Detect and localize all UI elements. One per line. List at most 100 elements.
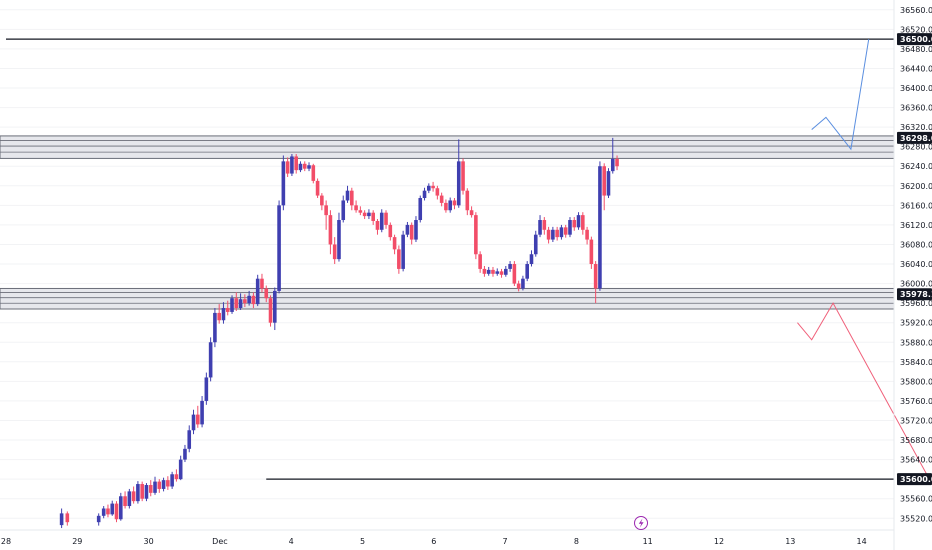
horizontal-lines <box>6 38 894 480</box>
candle-up <box>568 220 572 235</box>
price-tag <box>897 33 932 46</box>
candle-up <box>144 485 149 499</box>
candle-up <box>187 430 192 449</box>
price-tag-label: 35978.19 <box>900 290 932 299</box>
time-tick-label: 29 <box>72 537 82 546</box>
price-tag-label: 35600.00 <box>900 475 932 484</box>
candle-down <box>585 229 589 240</box>
candle-down <box>65 513 70 523</box>
lightning-icon[interactable] <box>634 516 648 530</box>
candle-down <box>546 229 551 240</box>
candle-up <box>345 190 350 201</box>
candle-up <box>337 220 341 260</box>
time-tick-label: 11 <box>643 537 653 546</box>
candle-down <box>328 215 333 245</box>
support-zone <box>0 287 895 310</box>
candle-down <box>320 195 324 206</box>
candle-up <box>538 220 542 235</box>
candle-down <box>392 237 397 250</box>
price-tick-label: 35640.00 <box>900 456 932 465</box>
time-tick-label: Dec <box>212 537 227 546</box>
candle-up <box>307 165 311 169</box>
price-tick-label: 36360.00 <box>900 104 932 113</box>
candle-up <box>255 278 260 305</box>
price-tick-label: 36320.00 <box>900 123 932 132</box>
time-tick-label: 8 <box>574 537 579 546</box>
candle-up <box>191 414 196 431</box>
candle-down <box>243 299 247 304</box>
candle-up <box>136 484 140 502</box>
bearish-path <box>797 302 930 480</box>
candle-up <box>230 298 234 312</box>
candle-down <box>123 496 127 507</box>
price-tick-label: 35840.00 <box>900 358 932 367</box>
price-tick-label: 35760.00 <box>900 397 932 406</box>
candle-down <box>516 283 521 289</box>
price-tick-label: 36000.00 <box>900 280 932 289</box>
price-tick-label: 36520.00 <box>900 25 932 34</box>
candle-down <box>148 485 153 493</box>
candle-up <box>221 308 226 321</box>
candle-up <box>118 496 123 520</box>
price-tick-label: 36240.00 <box>900 162 932 171</box>
candle-down <box>478 254 482 269</box>
candle-down <box>294 156 298 171</box>
candle-up <box>170 474 174 487</box>
time-tick-label: 7 <box>503 537 508 546</box>
candle-down <box>251 295 256 305</box>
candle-down <box>114 503 119 520</box>
time-tick-label: 13 <box>785 537 795 546</box>
time-tick-label: 28 <box>1 537 11 546</box>
candle-down <box>572 220 577 228</box>
candle-up <box>110 503 115 515</box>
candle-up <box>559 227 564 238</box>
candle-down <box>166 480 170 487</box>
candle-up <box>551 229 555 240</box>
price-tick-label: 36280.00 <box>900 143 932 152</box>
candle-down <box>234 298 239 309</box>
candle-up <box>379 212 384 230</box>
candle-up <box>508 264 512 269</box>
candle-down <box>350 190 354 206</box>
candle-down <box>482 268 487 274</box>
candle-up <box>521 278 525 289</box>
price-axis[interactable]: 35520.00 35560.00 35600.00 35640.00 35680.00… <box>900 6 932 523</box>
candle-up <box>422 190 427 199</box>
candle-down <box>140 484 144 499</box>
candles <box>59 137 619 529</box>
candle-down <box>195 414 200 425</box>
price-tick-label: 35960.00 <box>900 299 932 308</box>
candle-down <box>371 212 375 221</box>
candle-up <box>290 156 294 174</box>
candle-down <box>461 161 465 191</box>
candle-down <box>174 474 179 480</box>
price-tick-label: 36040.00 <box>900 260 932 269</box>
candle-up <box>448 200 452 211</box>
candle-down <box>315 180 320 196</box>
candle-down <box>106 508 110 515</box>
candle-up <box>610 158 615 172</box>
candle-down <box>217 312 221 321</box>
candle-down <box>452 200 457 206</box>
candle-down <box>444 202 448 211</box>
candle-down <box>397 249 401 269</box>
candle-up <box>401 234 405 269</box>
price-tag <box>897 473 932 486</box>
candle-up <box>273 290 277 323</box>
candle-up <box>529 254 534 265</box>
candle-down <box>615 158 619 167</box>
candle-down <box>354 205 358 211</box>
candle-up <box>418 198 423 221</box>
candle-down <box>491 269 495 274</box>
time-axis[interactable]: 28 29 30 Dec 4 5 6 7 8 11 12 13 14 <box>1 537 867 546</box>
projections <box>797 39 930 480</box>
candle-up <box>414 220 418 240</box>
price-tick-label: 35560.00 <box>900 495 932 504</box>
candle-up <box>161 480 166 489</box>
price-tags: 36500.00 36298.07 35978.19 35600.00 <box>897 33 932 486</box>
price-tick-label: 36480.00 <box>900 45 932 54</box>
candle-down <box>157 481 162 489</box>
grid <box>0 9 894 519</box>
candle-down <box>465 190 470 211</box>
